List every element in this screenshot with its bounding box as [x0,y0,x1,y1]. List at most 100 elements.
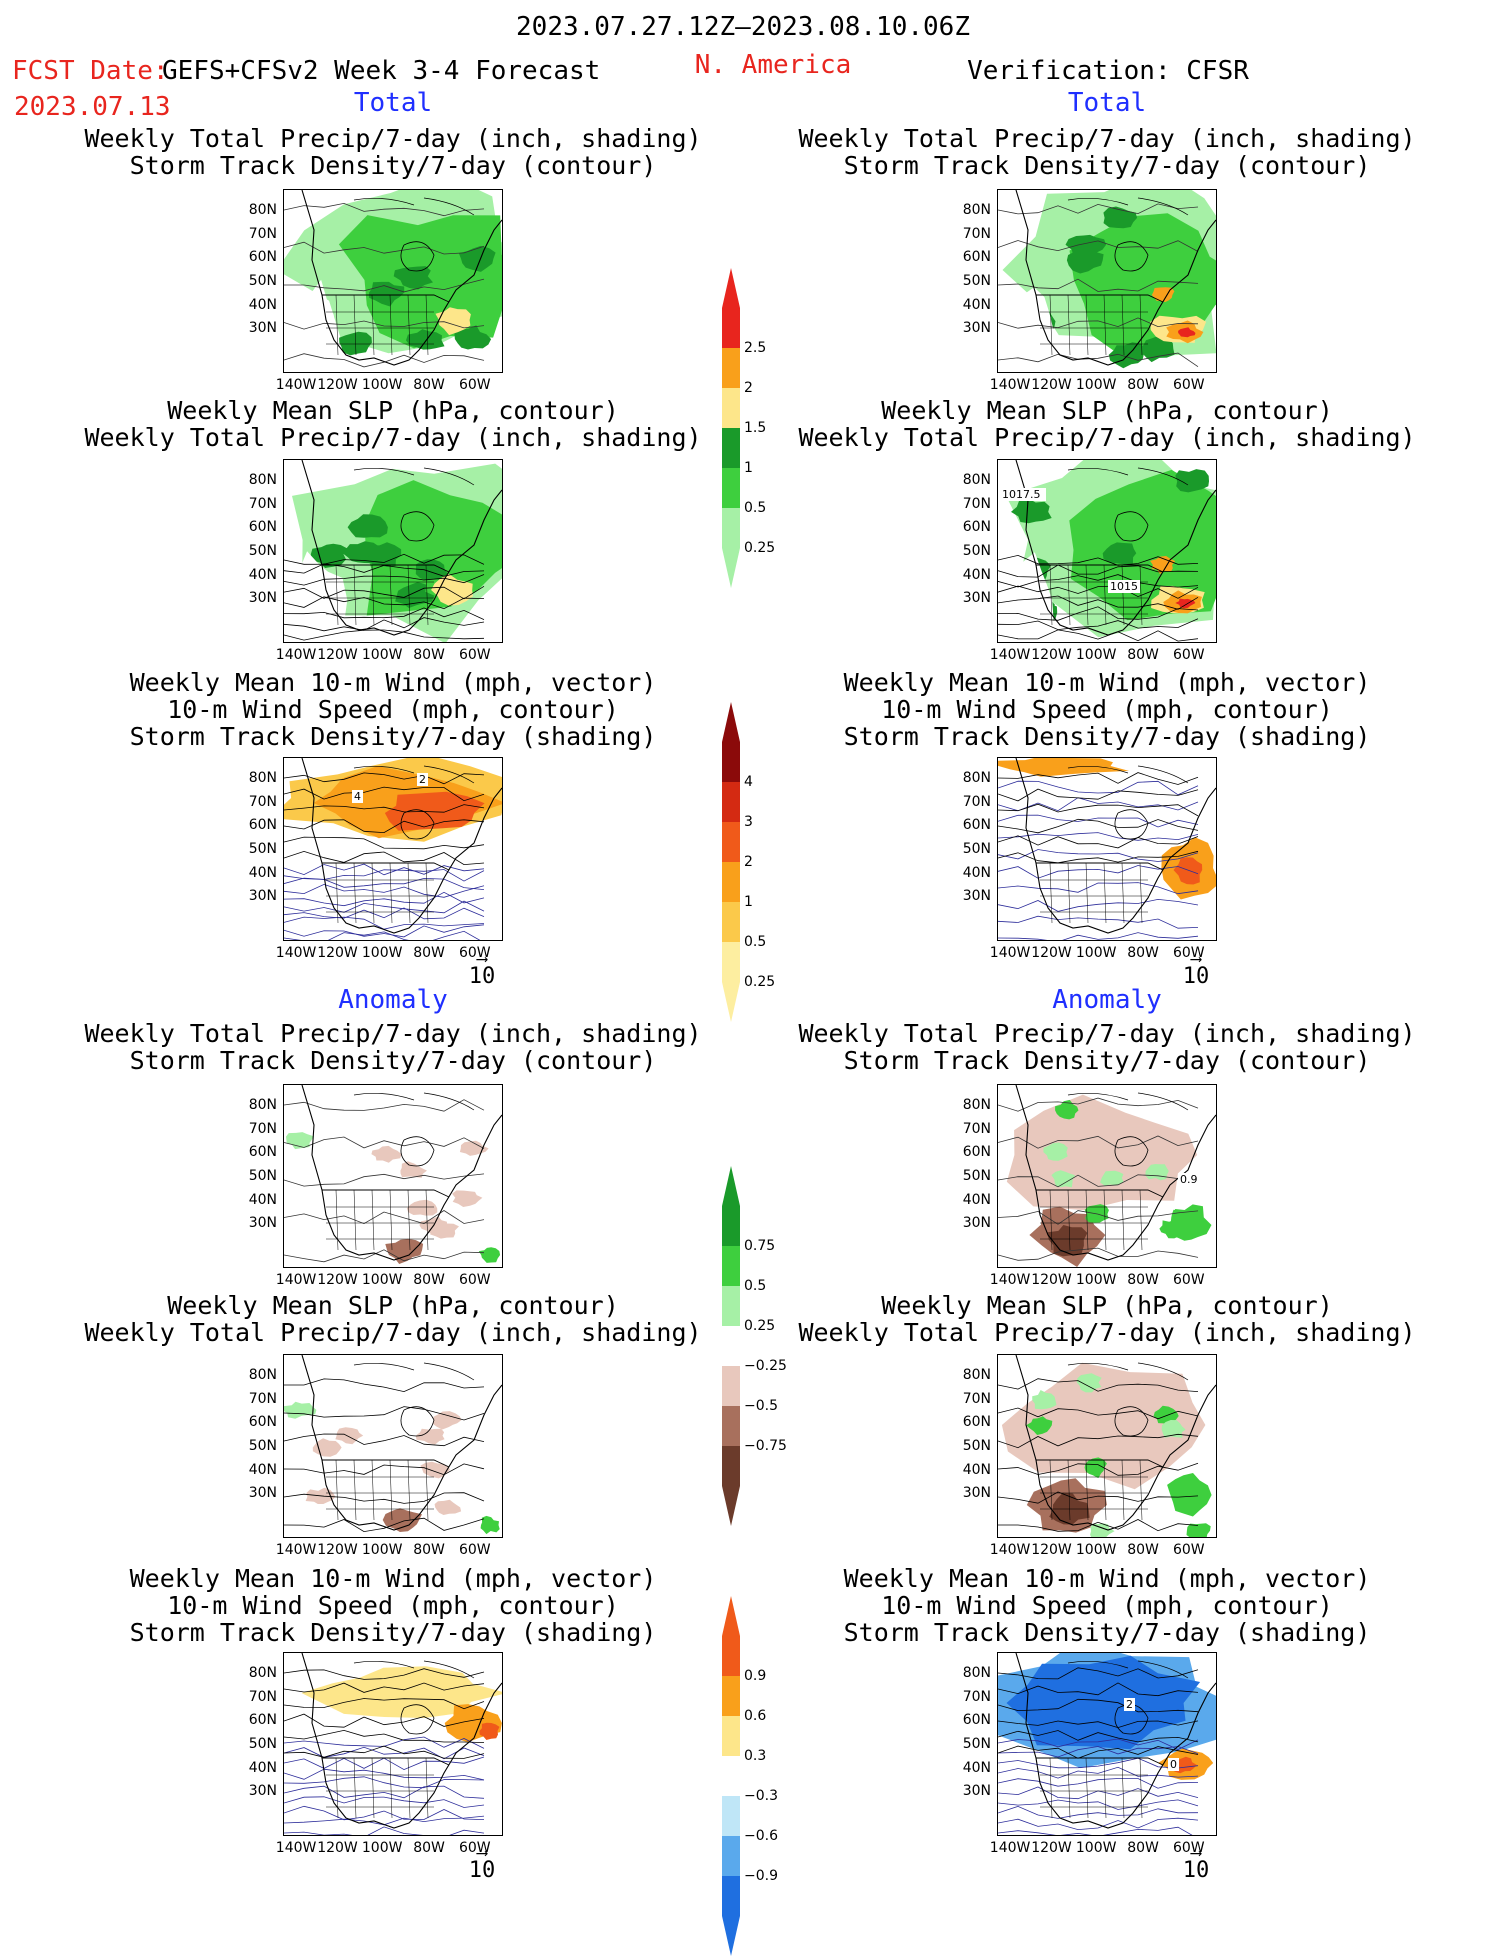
lat-tick-label: 70N [248,1688,277,1705]
fcst-model-label: GEFS+CFSv2 Week 3-4 Forecast [162,56,601,86]
state-border [335,1757,339,1819]
forecast-total-wind_storm-plot: 24 [284,758,502,940]
precip-shade-dark [406,329,445,350]
lon-tick-label: 60W [458,1840,491,1856]
lon-tick-label: 100W [1075,377,1117,393]
slp-contour [284,1433,485,1447]
precip-anom-dry [415,1428,445,1445]
precip-shade-dark [365,542,402,567]
verification-anom-wind_storm-title: Weekly Mean 10-m Wind (mph, vector) 10-m … [844,1565,1371,1646]
colorbar-segment [722,1876,740,1916]
vector-ref-2: ⟶ 10 [1182,949,1210,990]
hudson-bay [1114,1406,1149,1437]
arctic-islands [353,1362,475,1381]
forecast-total-wind_storm-title: Weekly Mean 10-m Wind (mph, vector) 10-m … [130,669,657,750]
slp-contour [284,585,485,600]
colorbar-segment [722,1676,740,1716]
lat-tick-label: 30N [962,1485,991,1502]
wind-contour [998,932,1199,940]
forecast-total-slp_precip-map [283,459,503,643]
lon-tick-label: 140W [275,1840,317,1856]
state-border [371,1757,375,1819]
slp-label-1015-bg [1108,580,1140,593]
panel-title-line: Storm Track Density/7-day (contour) [843,1046,1371,1075]
colorbar-segment [722,308,740,348]
state-border [1085,1757,1089,1819]
colorbar-label: 4 [744,774,753,790]
colorbar-segment [722,1366,740,1406]
lat-tick-label: 80N [248,1097,277,1114]
panel-title-line: Storm Track Density/7-day (contour) [129,1046,657,1075]
lat-tick-label: 30N [962,888,991,905]
arctic-islands [1067,467,1189,486]
lon-tick-label: 140W [275,945,317,961]
lat-tick-label: 40N [248,1759,277,1776]
lon-tick-label: 60W [458,377,491,393]
colorbar-anomaly-precip [722,1166,740,1530]
lon-tick-label: 60W [458,1272,491,1288]
lat-tick-label: 50N [962,1438,991,1454]
forecast-anom-wind_storm-map [283,1652,503,1836]
wind-contour [998,797,1199,812]
slp-contour [998,1433,1199,1449]
panel-title-line: Weekly Total Precip/7-day (inch, shading… [84,1019,702,1048]
lat-tick-label: 70N [248,495,277,512]
panel-title-line: Weekly Mean SLP (hPa, contour) [881,1291,1333,1320]
panel-title-line: Weekly Total Precip/7-day (inch, shading… [798,423,1416,452]
colorbar-label: −0.3 [744,1788,778,1804]
us-canada-border [1036,1757,1164,1766]
section-total-right: Total [1067,88,1147,118]
precip-shade-mid [1069,469,1216,621]
date-range-title: 2023.07.27.12Z–2023.08.10.06Z [516,12,970,42]
precip-shade-dark [454,325,492,350]
wind-contour [998,849,1199,862]
us-canada-border [1036,294,1164,303]
lat-tick-label: 60N [248,249,277,266]
state-border [1103,564,1107,626]
lat-tick-label: 70N [962,1120,991,1137]
lon-tick-label: 100W [1075,1272,1117,1288]
lat-tick-label: 70N [962,793,991,810]
lat-tick-label: 40N [248,864,277,881]
storm-contour [284,241,485,255]
speed-contour [284,1713,485,1728]
precip-anom-wet [1026,1416,1053,1435]
wind-contour [284,869,485,882]
state-border [1121,1757,1125,1819]
state-border [1103,862,1107,924]
lat-tick-label: 70N [962,495,991,512]
state-border [371,862,375,924]
state-border [1121,294,1125,356]
wind-contour [284,916,485,930]
precip-shade-red [1178,327,1196,338]
panel-title-line: Storm Track Density/7-day (shading) [843,1618,1371,1647]
lon-tick-label: 100W [361,1840,403,1856]
slp-contour [998,564,1199,578]
slp-contour [284,1406,485,1421]
state-border [1085,862,1089,924]
state-border [425,564,429,626]
state-border [1085,564,1089,626]
panel-title-line: Weekly Mean 10-m Wind (mph, vector) [843,1564,1371,1593]
speed-contour [284,836,485,850]
lat-tick-label: 70N [248,1120,277,1137]
wind-contour [284,877,485,890]
forecast-total-precip_storm-title: Weekly Total Precip/7-day (inch, shading… [84,125,701,179]
slp-contour [284,1517,485,1533]
precip-anom-wet [1100,1170,1124,1186]
precip-anom-wet [1084,1204,1109,1223]
storm-contour [998,278,1199,292]
lon-tick-label: 120W [1031,377,1072,393]
slp-contour [998,629,1199,642]
lon-tick-label: 80W [413,647,445,663]
state-border [335,862,339,924]
forecast-total-slp_precip-plot [284,460,502,642]
lat-tick-label: 30N [248,1485,277,1502]
state-border [353,1757,357,1819]
state-border [1139,1757,1143,1819]
hudson-bay [1114,241,1149,272]
verification-anom-precip_storm-plot: 0.9 [998,1085,1216,1267]
state-border [1121,1459,1125,1521]
verification-anom-slp_precip-title: Weekly Mean SLP (hPa, contour) Weekly Tot… [798,1292,1415,1346]
storm-contour [284,320,485,330]
